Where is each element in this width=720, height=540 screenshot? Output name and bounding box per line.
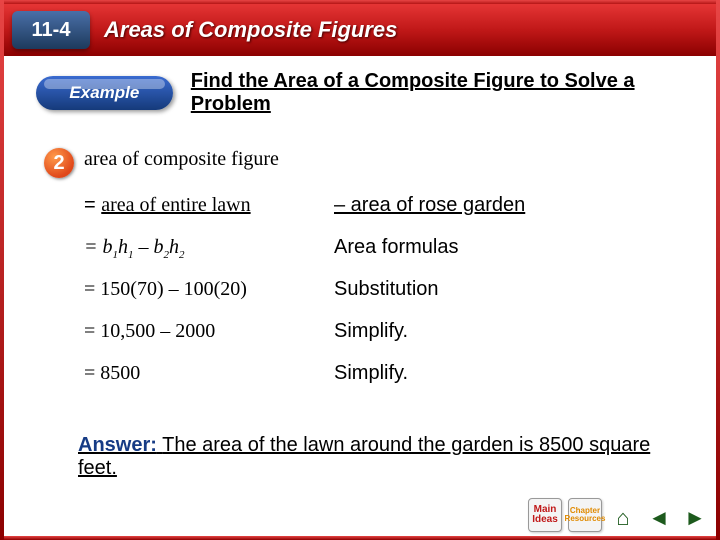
- home-button[interactable]: ⌂: [608, 504, 638, 532]
- forward-icon: ►: [684, 505, 706, 531]
- line5-right: Simplify.: [334, 320, 670, 343]
- main-ideas-label: Main Ideas: [529, 505, 561, 525]
- back-icon: ◄: [648, 505, 670, 531]
- solution-line-3: = b1h1 – b2h2 Area formulas: [84, 236, 670, 270]
- line3-left: = b1h1 – b2h2: [84, 236, 334, 261]
- line2-left-text: area of entire lawn: [101, 194, 250, 216]
- lesson-number: 11-4: [32, 19, 71, 42]
- line6-right: Simplify.: [334, 362, 670, 385]
- back-button[interactable]: ◄: [644, 504, 674, 532]
- example-header-row: Example Find the Area of a Composite Fig…: [36, 70, 680, 116]
- lesson-number-box: 11-4: [12, 11, 90, 49]
- line6-left: = 8500: [84, 362, 334, 385]
- answer-block: Answer: The area of the lawn around the …: [78, 434, 660, 480]
- solution-line-6: = 8500 Simplify.: [84, 362, 670, 396]
- line4-left: = 150(70) – 100(20): [84, 278, 334, 301]
- solution-line-5: = 10,500 – 2000 Simplify.: [84, 320, 670, 354]
- line3-right: Area formulas: [334, 236, 670, 259]
- title-bar: 11-4 Areas of Composite Figures: [4, 4, 716, 56]
- line5-left: = 10,500 – 2000: [84, 320, 334, 343]
- chapter-resources-button[interactable]: Chapter Resources: [568, 498, 602, 532]
- home-icon: ⌂: [616, 505, 629, 531]
- example-pill-label: Example: [69, 83, 139, 103]
- solution-line-1: area of composite figure: [84, 148, 670, 182]
- worked-solution: area of composite figure = area of entir…: [84, 148, 670, 404]
- line2-right: – area of rose garden: [334, 194, 670, 217]
- line1-text: area of composite figure: [84, 148, 279, 171]
- solution-line-2: = area of entire lawn – area of rose gar…: [84, 194, 670, 228]
- answer-label: Answer:: [78, 434, 157, 456]
- forward-button[interactable]: ►: [680, 504, 710, 532]
- step-number: 2: [53, 152, 64, 175]
- solution-line-4: = 150(70) – 100(20) Substitution: [84, 278, 670, 312]
- line2-left: = area of entire lawn: [84, 194, 334, 217]
- example-pill: Example: [36, 76, 173, 110]
- footer-nav: Main Ideas Chapter Resources ⌂ ◄ ►: [528, 498, 710, 532]
- frame-border-bottom: [0, 536, 720, 540]
- frame-border-right: [716, 0, 720, 540]
- example-title: Find the Area of a Composite Figure to S…: [191, 70, 680, 116]
- lesson-title: Areas of Composite Figures: [104, 17, 397, 43]
- frame-border-left: [0, 0, 4, 540]
- step-number-badge: 2: [44, 148, 74, 178]
- equals-sign: =: [84, 194, 101, 216]
- resources-label: Chapter Resources: [565, 507, 606, 523]
- answer-text: The area of the lawn around the garden i…: [78, 434, 650, 479]
- main-ideas-button[interactable]: Main Ideas: [528, 498, 562, 532]
- line4-right: Substitution: [334, 278, 670, 301]
